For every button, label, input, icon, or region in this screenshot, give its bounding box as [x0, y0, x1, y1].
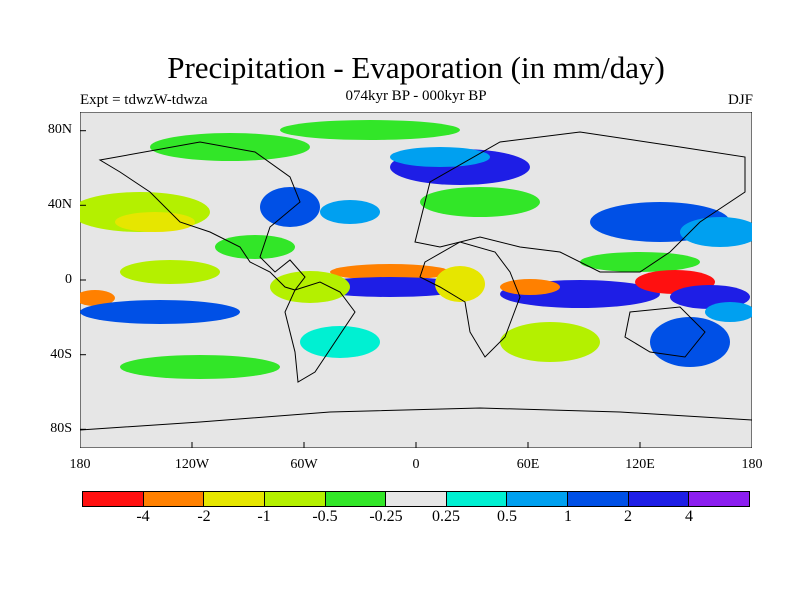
- colorbar-swatch: [143, 492, 205, 506]
- colorbar-label: -0.25: [369, 508, 403, 525]
- colorbar-label: 0.5: [497, 508, 517, 525]
- map-subtitle: 074kyr BP - 000kyr BP: [345, 88, 487, 104]
- field-patch: [500, 279, 560, 295]
- lat-label-0: 0: [65, 272, 72, 287]
- field-patch: [280, 120, 460, 140]
- field-patch: [435, 266, 485, 302]
- north-america-coast: [98, 141, 306, 291]
- map-title: Precipitation - Evaporation (in mm/day): [167, 50, 665, 85]
- lon-label-180w: 180: [69, 457, 91, 472]
- field-patch: [80, 300, 240, 324]
- colorbar-swatch: [628, 492, 690, 506]
- colorbar-swatch: [689, 492, 750, 506]
- map-svg: [80, 112, 752, 448]
- axis-ticks: [80, 130, 641, 448]
- antarctica-coast: [80, 407, 752, 431]
- field-patch: [500, 322, 600, 362]
- colorbar-swatch: [507, 492, 569, 506]
- lat-label-80n: 80N: [47, 122, 72, 137]
- eurasia-coast: [414, 131, 746, 273]
- colorbar-label: 4: [685, 508, 693, 525]
- coastlines: [80, 131, 752, 431]
- colorbar-swatch: [325, 492, 387, 506]
- field-patch: [390, 147, 490, 167]
- south-america-coast: [284, 281, 356, 383]
- field-patch: [120, 355, 280, 379]
- field-patch: [650, 317, 730, 367]
- lon-label-120w: 120W: [174, 457, 210, 472]
- lat-label-40s: 40S: [50, 347, 72, 362]
- field-patch: [80, 290, 115, 306]
- lon-label-60w: 60W: [290, 457, 318, 472]
- field-patch: [215, 235, 295, 259]
- lon-label-180e: 180: [741, 457, 763, 472]
- colorbar-swatch: [446, 492, 508, 506]
- colorbar-swatch: [264, 492, 326, 506]
- field-patch: [705, 302, 752, 322]
- field-patch: [320, 200, 380, 224]
- australia-coast: [624, 306, 706, 358]
- colorbar-swatch: [204, 492, 265, 506]
- lon-label-120e: 120E: [625, 457, 655, 472]
- field-patch: [260, 187, 320, 227]
- colorbar: [82, 491, 750, 507]
- colorbar-label: -4: [136, 508, 150, 525]
- field-patch: [270, 271, 350, 303]
- field-patch: [580, 252, 700, 272]
- field-patch: [120, 260, 220, 284]
- colorbar-label: 2: [624, 508, 632, 525]
- colorbar-label: 0.25: [432, 508, 460, 525]
- map-panel: [80, 112, 752, 448]
- field-patch: [300, 326, 380, 358]
- field-patch: [115, 212, 195, 232]
- colorbar-swatch: [83, 492, 144, 506]
- lon-label-60e: 60E: [516, 457, 540, 472]
- colorbar-swatch: [386, 492, 447, 506]
- africa-coast: [419, 241, 521, 358]
- lat-label-40n: 40N: [47, 197, 72, 212]
- colorbar-label: -1: [257, 508, 271, 525]
- colorbar-label: -0.5: [312, 508, 338, 525]
- lat-label-80s: 80S: [50, 421, 72, 436]
- field-patch: [420, 187, 540, 217]
- colorbar-label: 1: [564, 508, 572, 525]
- season-label: DJF: [727, 92, 753, 108]
- experiment-label: Expt = tdwzW-tdwza: [80, 92, 208, 108]
- lon-label-0: 0: [412, 457, 420, 472]
- colorbar-label: -2: [197, 508, 211, 525]
- colorbar-swatch: [568, 492, 629, 506]
